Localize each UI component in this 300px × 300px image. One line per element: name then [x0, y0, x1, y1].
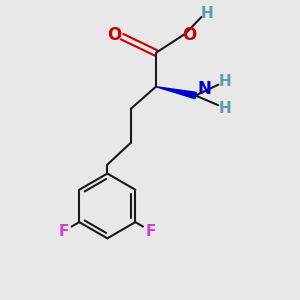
Text: O: O — [182, 26, 196, 44]
Polygon shape — [156, 87, 196, 99]
Text: H: H — [200, 6, 213, 21]
Text: F: F — [58, 224, 69, 238]
Text: N: N — [197, 80, 212, 98]
Text: O: O — [107, 26, 121, 44]
Text: F: F — [146, 224, 156, 238]
Text: H: H — [218, 74, 231, 89]
Text: H: H — [218, 101, 231, 116]
